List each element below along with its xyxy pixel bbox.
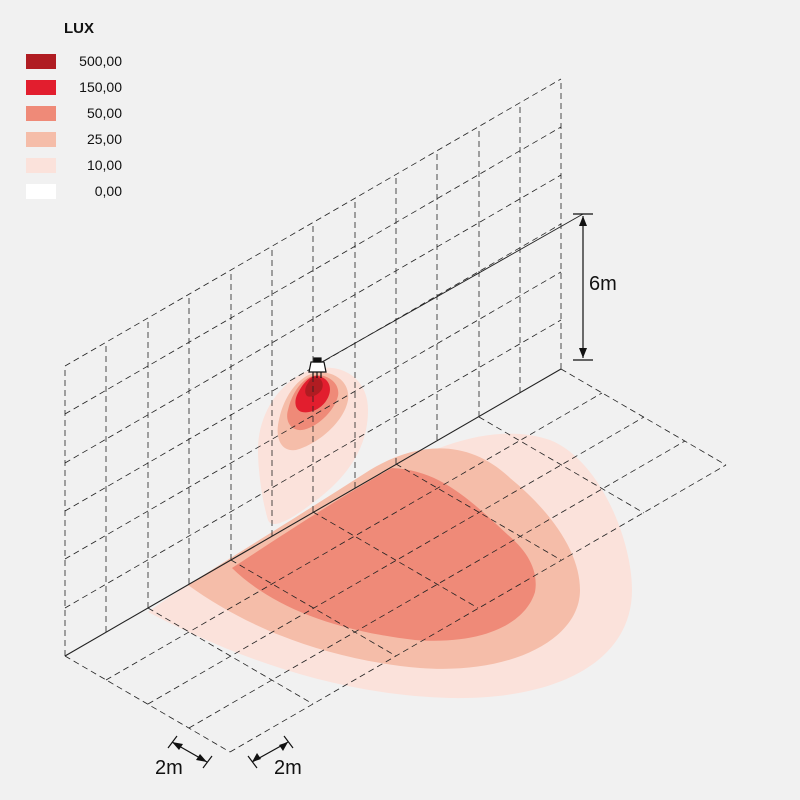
legend-swatch-500	[26, 53, 56, 69]
height-dimension	[573, 213, 593, 361]
ground-illuminance-contours	[148, 433, 632, 699]
legend-value: 500,00	[79, 53, 122, 69]
wall-edges	[64, 213, 584, 657]
legend-title: LUX	[64, 20, 94, 37]
legend-value: 50,00	[86, 105, 122, 121]
wall-grid	[64, 78, 562, 656]
legend-item: 0,00	[26, 178, 122, 204]
legend-value: 150,00	[79, 79, 122, 95]
legend-item: 500,00	[26, 48, 122, 74]
legend-item: 10,00	[26, 152, 122, 178]
legend-value: 25,00	[86, 131, 122, 147]
grid-size-label-right: 2m	[274, 757, 302, 779]
height-label: 6m	[589, 273, 617, 295]
grid-dimension-left	[167, 735, 213, 769]
legend-value: 10,00	[86, 157, 122, 173]
legend-swatch-10	[26, 157, 56, 173]
wall-contour-500	[305, 377, 323, 397]
ground-contour-50	[232, 468, 536, 641]
legend-item: 50,00	[26, 100, 122, 126]
lux-legend: LUX 500,00 150,00 50,00 25,00 10,00 0,00	[26, 20, 122, 204]
wall-light-fixture-icon	[308, 357, 327, 378]
legend-swatch-150	[26, 79, 56, 95]
grid-dimension-right	[247, 735, 294, 769]
floor-grid	[64, 368, 727, 753]
legend-swatch-0	[26, 183, 56, 199]
legend-item: 150,00	[26, 74, 122, 100]
legend-value: 0,00	[94, 183, 122, 199]
legend-swatch-25	[26, 131, 56, 147]
grid-size-label-left: 2m	[155, 757, 183, 779]
legend-swatch-50	[26, 105, 56, 121]
legend-item: 25,00	[26, 126, 122, 152]
